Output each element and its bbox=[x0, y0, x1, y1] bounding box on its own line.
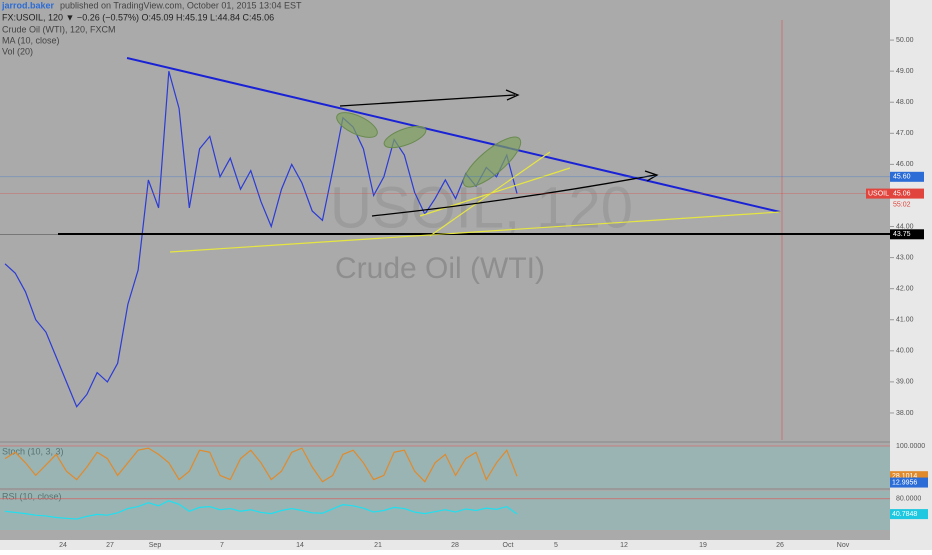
y-tick-label: 44.00 bbox=[896, 223, 914, 230]
price-axis bbox=[890, 0, 932, 550]
x-tick-label: 19 bbox=[699, 542, 707, 549]
x-tick-label: 14 bbox=[296, 542, 304, 549]
last-value-box bbox=[890, 509, 928, 520]
y-tick-label: 39.00 bbox=[896, 379, 914, 386]
rsi-line bbox=[4, 500, 518, 520]
symbol-box bbox=[866, 188, 890, 199]
y-tick-label: 100.0000 bbox=[896, 443, 925, 450]
y-tick-label: 40.00 bbox=[896, 348, 914, 355]
plot-background bbox=[0, 0, 890, 540]
last-value-box bbox=[890, 477, 928, 488]
x-tick-label: 28 bbox=[451, 542, 459, 549]
rsi-band bbox=[0, 491, 890, 530]
y-tick-label: 47.00 bbox=[896, 130, 914, 137]
symbol-label: USOIL bbox=[868, 190, 889, 197]
x-tick-label: 21 bbox=[374, 542, 382, 549]
x-tick-label: 27 bbox=[106, 542, 114, 549]
drawings bbox=[58, 57, 890, 253]
x-tick-label: 12 bbox=[620, 542, 628, 549]
rsi-title: RSI (10, close) bbox=[2, 491, 62, 501]
last-value-label: 40.7848 bbox=[892, 511, 917, 518]
price-marker-label: 45.60 bbox=[893, 174, 911, 181]
y-tick-label: 80.0000 bbox=[896, 496, 921, 503]
x-tick-label: Oct bbox=[503, 542, 514, 549]
price-marker-label: 43.75 bbox=[893, 231, 911, 238]
price-line bbox=[4, 70, 518, 408]
price-marker bbox=[890, 229, 924, 240]
time-axis bbox=[0, 540, 890, 550]
x-tick-label: 5 bbox=[554, 542, 558, 549]
stoch-line bbox=[4, 447, 518, 483]
x-tick-label: 26 bbox=[776, 542, 784, 549]
x-tick-label: Nov bbox=[837, 542, 850, 549]
study: Vol (20) bbox=[2, 46, 33, 56]
last-value-box bbox=[890, 471, 928, 482]
study: MA (10, close) bbox=[2, 35, 60, 45]
stoch-band bbox=[0, 446, 890, 488]
price-marker-label: 45.06 bbox=[893, 190, 911, 197]
y-tick-label: 42.00 bbox=[896, 286, 914, 293]
y-tick-label: 46.00 bbox=[896, 161, 914, 168]
published: published on TradingView.com, October 01… bbox=[60, 0, 302, 10]
y-tick-label: 48.00 bbox=[896, 99, 914, 106]
price-marker bbox=[890, 171, 924, 182]
price-marker bbox=[890, 188, 924, 199]
watermark: USOIL, 120 bbox=[330, 175, 633, 240]
author[interactable]: jarrod.baker bbox=[1, 0, 55, 10]
quote: FX:USOIL, 120 ▼ −0.26 (−0.57%) O:45.09 H… bbox=[2, 12, 274, 22]
watermark-name: Crude Oil (WTI) bbox=[335, 252, 545, 285]
x-tick-label: 7 bbox=[220, 542, 224, 549]
countdown: 55:02 bbox=[893, 201, 911, 208]
legend-title: Crude Oil (WTI), 120, FXCM bbox=[2, 24, 116, 34]
y-tick-label: 49.00 bbox=[896, 68, 914, 75]
stoch-title: Stoch (10, 3, 3) bbox=[2, 446, 64, 456]
last-value-label: 28.1014 bbox=[892, 473, 917, 480]
y-tick-label: 41.00 bbox=[896, 317, 914, 324]
y-tick-label: 50.00 bbox=[896, 37, 914, 44]
y-tick-label: 43.00 bbox=[896, 254, 914, 261]
x-tick-label: Sep bbox=[149, 542, 162, 549]
y-tick-label: 38.00 bbox=[896, 410, 914, 417]
last-value-label: 12.9956 bbox=[892, 479, 917, 486]
x-tick-label: 24 bbox=[59, 542, 67, 549]
